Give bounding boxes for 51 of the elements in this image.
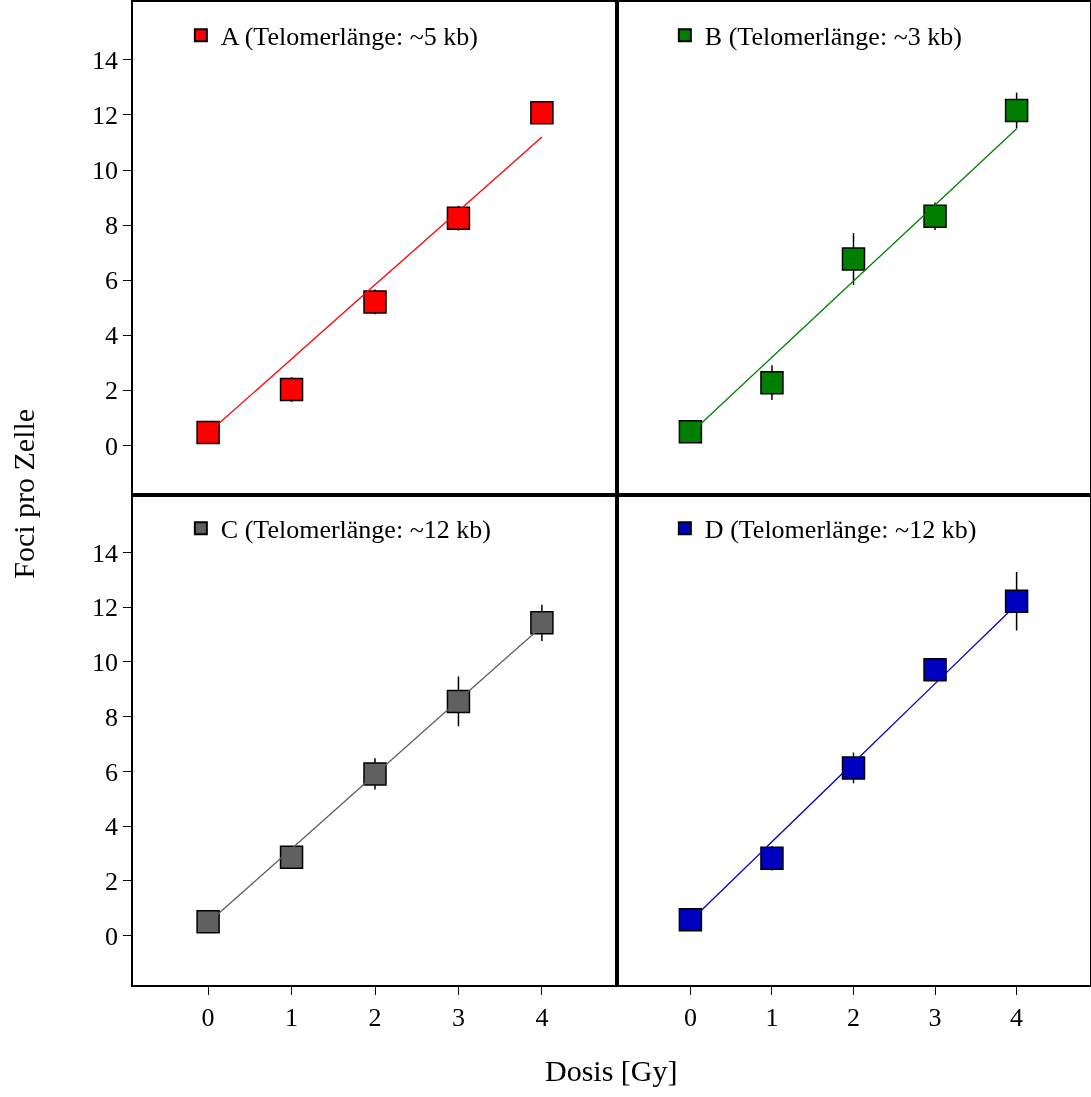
point — [760, 846, 784, 871]
point — [363, 290, 387, 314]
x-tick-label: 2 — [847, 1002, 860, 1032]
point — [279, 377, 304, 402]
point — [923, 204, 947, 229]
x-tick-label: 3 — [451, 1002, 465, 1032]
point — [923, 657, 947, 682]
point — [196, 420, 220, 445]
y-tick-label: 12 — [92, 593, 119, 623]
point — [363, 762, 387, 786]
x-tick-label: 0 — [201, 1002, 215, 1032]
y-tick-label: 14 — [92, 45, 119, 75]
legend-label: C (Telomerlänge: ~12 kb) — [220, 515, 491, 545]
y-tick-label: 8 — [105, 211, 119, 241]
point — [841, 247, 866, 271]
y-axis-title: Foci pro Zelle — [6, 408, 40, 579]
point — [1004, 589, 1029, 613]
point — [530, 611, 554, 635]
point — [196, 910, 220, 934]
x-tick-label: 4 — [535, 1002, 549, 1032]
y-tick-label: 14 — [92, 538, 119, 568]
x-tick-label: 3 — [928, 1002, 942, 1032]
y-tick-label: 12 — [92, 101, 119, 131]
y-tick-label: 0 — [105, 921, 119, 951]
y-tick-label: 4 — [105, 812, 119, 842]
point — [530, 100, 554, 125]
y-tick-label: 2 — [105, 376, 119, 406]
y-tick-label: 6 — [105, 757, 119, 787]
y-tick-label: 2 — [105, 867, 119, 897]
y-tick-label: 8 — [105, 702, 119, 732]
legend-label: B (Telomerlänge: ~3 kb) — [704, 22, 962, 52]
y-tick-label: 10 — [92, 648, 119, 678]
point — [841, 756, 866, 780]
y-tick-label: 0 — [105, 431, 119, 461]
y-tick-label: 10 — [92, 156, 119, 186]
legend-label: A (Telomerlänge: ~5 kb) — [220, 22, 478, 52]
y-tick-label: 4 — [105, 321, 119, 351]
point — [678, 908, 703, 932]
x-tick-label: 2 — [368, 1002, 382, 1032]
x-tick-label: 4 — [1010, 1002, 1024, 1032]
point — [279, 845, 304, 869]
y-tick-label: 6 — [105, 266, 119, 296]
point — [678, 419, 703, 444]
legend-label: D (Telomerlänge: ~12 kb) — [704, 515, 977, 545]
x-tick-label: 0 — [683, 1002, 697, 1032]
x-tick-label: 1 — [765, 1002, 779, 1032]
point — [446, 206, 471, 230]
x-tick-label: 1 — [285, 1002, 299, 1032]
point — [760, 370, 784, 395]
x-axis-title: Dosis [Gy] — [545, 1054, 678, 1087]
point — [1004, 98, 1029, 123]
